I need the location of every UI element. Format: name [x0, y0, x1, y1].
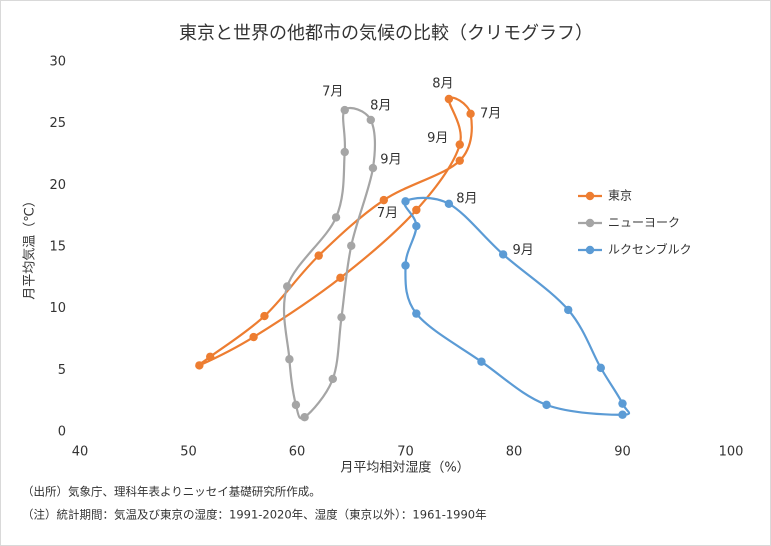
data-point: [477, 357, 486, 366]
legend-label: ニューヨーク: [608, 216, 680, 230]
data-point: [314, 251, 323, 260]
x-axis-label: 月平均相対湿度（%）: [340, 460, 469, 476]
point-label: 7月: [322, 85, 343, 100]
data-point: [337, 313, 346, 322]
y-axis-label: 月平均気温（℃）: [22, 194, 38, 300]
note: （注）統計期間：気温及び東京の湿度：1991-2020年、湿度（東京以外）：19…: [22, 508, 487, 522]
y-tick-label: 15: [49, 240, 66, 255]
x-tick-label: 80: [506, 445, 523, 460]
data-point: [379, 195, 388, 205]
legend-label: ルクセンブルク: [608, 242, 692, 257]
data-point: [300, 413, 309, 422]
data-point: [347, 241, 356, 250]
point-label: 8月: [456, 191, 477, 206]
chart-title: 東京と世界の他都市の気候の比較（クリモグラフ）: [179, 23, 593, 44]
data-point: [249, 332, 258, 342]
data-point: [195, 361, 204, 370]
x-tick-label: 70: [397, 445, 414, 460]
data-point: [401, 261, 410, 270]
point-label: 7月: [377, 206, 398, 221]
x-tick-label: 90: [614, 445, 631, 460]
data-point: [412, 309, 421, 318]
data-point: [331, 213, 341, 222]
data-point: [260, 311, 269, 321]
y-tick-label: 30: [49, 55, 66, 70]
data-point: [618, 399, 627, 408]
data-point: [444, 94, 454, 104]
legend-label: 東京: [608, 189, 632, 203]
note: （出所）気象庁、理科年表よりニッセイ基礎研究所作成。: [22, 485, 321, 499]
y-tick-label: 0: [58, 425, 66, 440]
data-point: [340, 105, 349, 115]
data-point: [596, 363, 605, 373]
point-label: 7月: [480, 106, 501, 121]
point-label: 8月: [432, 77, 453, 92]
point-label: 9月: [380, 153, 401, 168]
data-point: [455, 140, 464, 149]
data-point: [336, 273, 345, 283]
point-label: 9月: [513, 243, 534, 258]
data-point: [328, 374, 338, 384]
legend-marker: [585, 218, 595, 228]
data-point: [412, 205, 421, 215]
data-point: [206, 352, 215, 361]
data-point: [618, 410, 627, 419]
point-label: 8月: [370, 98, 391, 113]
y-tick-label: 20: [49, 178, 66, 193]
y-tick-label: 10: [49, 301, 66, 316]
y-tick-label: 25: [49, 116, 66, 131]
data-point: [412, 221, 421, 231]
x-tick-label: 40: [72, 445, 89, 460]
y-tick-label: 5: [58, 363, 66, 378]
data-point: [285, 355, 294, 364]
data-point: [444, 199, 454, 209]
data-point: [283, 282, 292, 291]
data-point: [368, 163, 378, 173]
data-point: [401, 197, 410, 206]
x-tick-label: 60: [289, 445, 306, 460]
data-point: [366, 115, 375, 125]
x-tick-label: 50: [180, 445, 197, 460]
data-point: [455, 156, 464, 165]
data-point: [542, 400, 551, 410]
legend-marker: [585, 191, 595, 201]
data-point: [498, 250, 508, 259]
x-tick-label: 100: [719, 445, 744, 460]
data-point: [564, 305, 573, 315]
point-label: 9月: [427, 131, 448, 146]
data-point: [340, 147, 349, 157]
legend-marker: [585, 245, 595, 255]
data-point: [466, 109, 475, 119]
data-point: [291, 400, 301, 410]
